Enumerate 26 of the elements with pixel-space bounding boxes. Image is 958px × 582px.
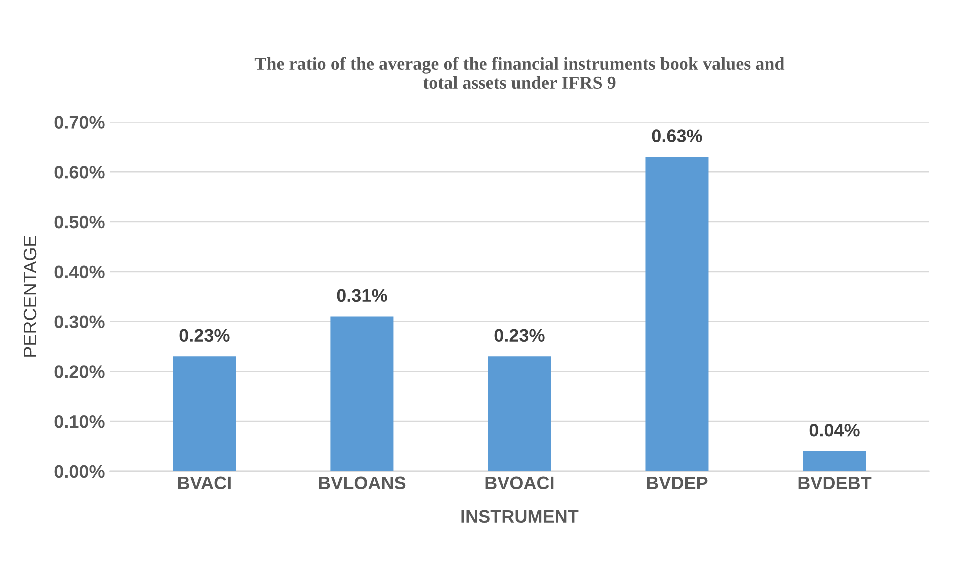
- data-label: 0.04%: [810, 424, 860, 437]
- y-tick-label: 0.00%: [54, 465, 105, 478]
- x-tick-label: BVDEBT: [798, 476, 872, 490]
- y-tick-label: 0.50%: [54, 216, 105, 229]
- bar: [803, 451, 866, 472]
- x-tick-label: BVLOANS: [319, 476, 406, 490]
- y-tick-label: 0.20%: [54, 366, 105, 378]
- data-label: 0.23%: [180, 329, 230, 342]
- bar: [488, 356, 552, 472]
- bar: [646, 157, 709, 472]
- y-tick-label: 0.10%: [54, 415, 105, 428]
- y-tick-label: 0.60%: [54, 166, 105, 179]
- bar: [173, 356, 236, 472]
- data-label: 0.31%: [337, 289, 388, 302]
- data-label: 0.63%: [652, 130, 702, 142]
- x-tick-label: BVACI: [178, 476, 231, 490]
- bar: [330, 316, 394, 472]
- y-tick-label: 0.70%: [54, 116, 105, 129]
- y-axis-title: PERCENTAGE: [24, 236, 37, 357]
- x-tick-label: BVDEP: [647, 476, 708, 490]
- x-tick-label: BVOACI: [486, 476, 554, 490]
- chart-title: The ratio of the average of the financial instruments book values and total assets under IFRS 9: [254, 57, 785, 90]
- y-tick-label: 0.30%: [54, 316, 105, 329]
- y-tick-label: 0.40%: [54, 266, 105, 279]
- data-label: 0.23%: [494, 329, 545, 342]
- x-axis-title: INSTRUMENT: [462, 510, 579, 524]
